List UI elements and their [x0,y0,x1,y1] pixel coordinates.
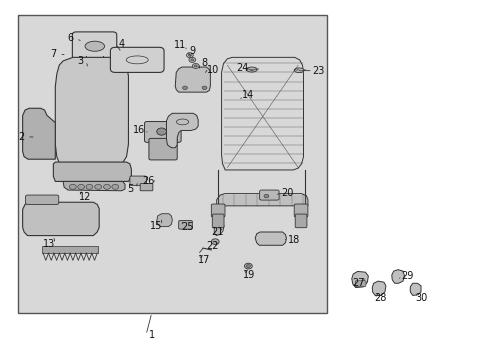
Text: 12: 12 [79,192,91,202]
Circle shape [190,59,193,61]
Polygon shape [166,113,198,148]
Text: 2: 2 [18,132,24,142]
Text: 28: 28 [373,293,386,303]
Text: 15: 15 [149,221,162,230]
Polygon shape [157,214,172,226]
Circle shape [264,194,268,198]
Circle shape [211,239,219,244]
Circle shape [188,57,195,62]
Polygon shape [391,270,404,283]
Text: 3: 3 [77,56,83,66]
Ellipse shape [294,68,304,73]
Text: 16: 16 [132,125,144,135]
Polygon shape [214,221,224,235]
Circle shape [202,86,206,90]
Circle shape [246,265,250,267]
Text: 14: 14 [242,90,254,100]
FancyBboxPatch shape [212,214,224,228]
Circle shape [157,128,166,135]
FancyBboxPatch shape [354,281,365,287]
FancyBboxPatch shape [294,204,307,217]
Polygon shape [175,67,210,92]
FancyBboxPatch shape [149,138,177,160]
Polygon shape [22,202,99,235]
FancyBboxPatch shape [110,47,163,72]
FancyBboxPatch shape [130,176,146,185]
Polygon shape [22,108,55,159]
Text: 26: 26 [142,176,154,186]
Text: 21: 21 [211,227,224,237]
Polygon shape [409,283,420,296]
Text: 27: 27 [351,278,364,288]
Polygon shape [63,181,125,191]
Polygon shape [371,281,385,296]
Text: 7: 7 [50,49,57,59]
FancyBboxPatch shape [72,32,117,59]
FancyBboxPatch shape [259,190,279,200]
Polygon shape [255,232,286,245]
Text: 23: 23 [312,66,324,76]
FancyBboxPatch shape [25,195,59,204]
Text: 9: 9 [189,46,195,56]
Text: 10: 10 [206,65,219,75]
FancyBboxPatch shape [211,204,224,217]
Text: 13: 13 [43,239,56,249]
Text: 8: 8 [201,58,207,68]
FancyBboxPatch shape [144,122,181,142]
FancyBboxPatch shape [295,214,306,228]
Text: 6: 6 [67,33,73,43]
Text: 19: 19 [243,270,255,280]
Circle shape [188,54,191,56]
Ellipse shape [246,67,257,72]
Circle shape [194,65,197,67]
Circle shape [103,184,110,189]
Circle shape [112,184,119,189]
Text: 18: 18 [287,234,300,244]
Text: 5: 5 [126,184,133,194]
Circle shape [192,63,199,68]
Text: 20: 20 [281,188,293,198]
FancyBboxPatch shape [18,15,327,313]
Text: 25: 25 [181,222,193,231]
Circle shape [86,184,93,189]
Polygon shape [351,271,367,288]
Circle shape [182,86,187,90]
FancyBboxPatch shape [42,246,98,253]
Text: 11: 11 [174,40,186,50]
Circle shape [69,184,76,189]
Circle shape [78,184,84,189]
Text: 29: 29 [401,271,413,281]
Text: 4: 4 [118,39,124,49]
Text: 30: 30 [414,293,426,303]
Ellipse shape [85,41,104,51]
Polygon shape [53,162,131,181]
Circle shape [244,263,252,269]
Circle shape [186,53,193,58]
Text: 22: 22 [206,241,219,251]
Text: 17: 17 [198,255,210,265]
Circle shape [95,184,102,189]
Text: 24: 24 [236,63,248,73]
Polygon shape [55,57,128,163]
Text: 1: 1 [148,330,155,340]
FancyBboxPatch shape [178,221,192,229]
FancyBboxPatch shape [140,184,153,191]
